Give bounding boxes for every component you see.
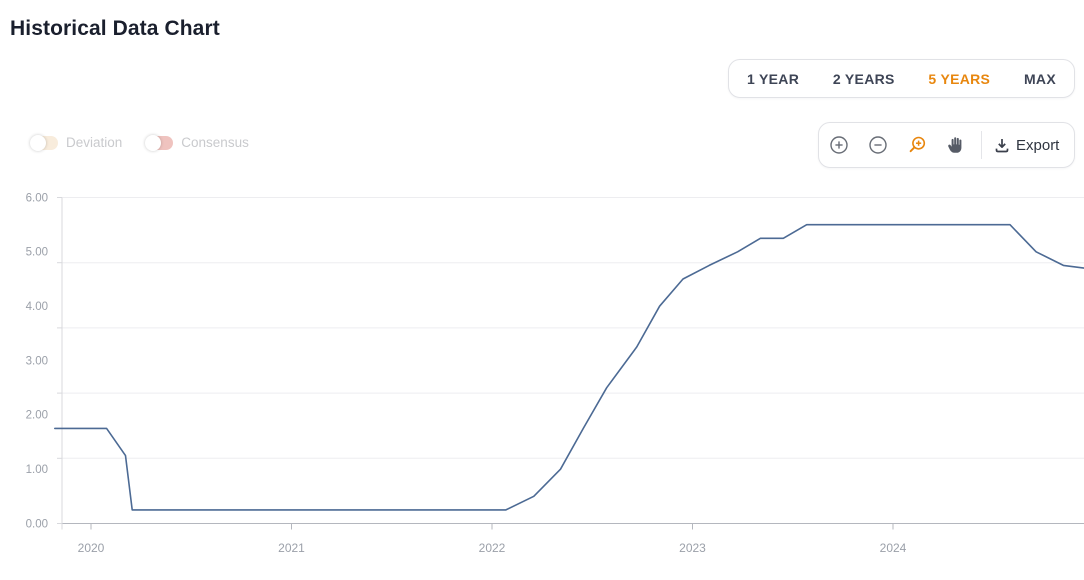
consensus-toggle-label: Consensus: [181, 135, 249, 150]
y-tick-label: 4.00: [26, 301, 48, 313]
range-selector: 1 YEAR 2 YEARS 5 YEARS MAX: [728, 59, 1075, 98]
y-axis-labels: 6.00 5.00 4.00 3.00 2.00 1.00 0.00: [26, 192, 48, 530]
deviation-toggle-switch[interactable]: [30, 134, 58, 151]
zoom-out-icon: [869, 136, 887, 154]
x-axis-labels: 2020 2021 2022 2023 2024: [78, 523, 907, 555]
rate-series-line: [54, 223, 1084, 511]
y-tick-label: 0.00: [26, 518, 48, 530]
gridlines: [57, 197, 1084, 524]
zoom-in-button[interactable]: [829, 135, 849, 155]
export-button-label: Export: [1016, 136, 1060, 154]
pan-button[interactable]: [946, 135, 966, 155]
download-icon: [995, 139, 1009, 153]
y-tick-label: 6.00: [26, 192, 48, 204]
consensus-toggle-switch[interactable]: [145, 134, 174, 151]
x-tick-label: 2024: [880, 541, 907, 555]
x-tick-label: 2022: [479, 541, 506, 555]
y-tick-label: 2.00: [26, 410, 48, 422]
x-tick-label: 2020: [78, 541, 105, 555]
zoom-selection-button[interactable]: [907, 135, 927, 155]
y-tick-label: 3.00: [26, 355, 48, 367]
page-title: Historical Data Chart: [10, 17, 220, 40]
series-toggles: Deviation Consensus: [30, 134, 273, 151]
zoom-selection-icon: [909, 136, 926, 153]
export-button[interactable]: Export: [993, 136, 1059, 154]
pan-hand-icon: [948, 137, 962, 153]
toggle-knob: [30, 134, 46, 151]
x-tick-label: 2021: [278, 541, 305, 555]
y-tick-label: 1.00: [26, 464, 48, 476]
range-button-max[interactable]: MAX: [1023, 70, 1056, 87]
range-button-5-years[interactable]: 5 YEARS: [928, 70, 991, 87]
zoom-out-button[interactable]: [868, 135, 888, 155]
y-tick-label: 5.00: [26, 247, 48, 259]
consensus-toggle[interactable]: Consensus: [145, 134, 273, 151]
deviation-toggle-label: Deviation: [66, 135, 123, 150]
x-tick-label: 2023: [679, 541, 706, 555]
chart-toolbar: Export: [818, 122, 1075, 168]
range-button-1-year[interactable]: 1 YEAR: [747, 70, 800, 87]
toolbar-divider: [981, 131, 982, 159]
deviation-toggle[interactable]: Deviation: [30, 134, 146, 151]
range-button-2-years[interactable]: 2 YEARS: [832, 70, 895, 87]
zoom-in-icon: [830, 136, 848, 154]
toggle-knob: [145, 134, 162, 151]
